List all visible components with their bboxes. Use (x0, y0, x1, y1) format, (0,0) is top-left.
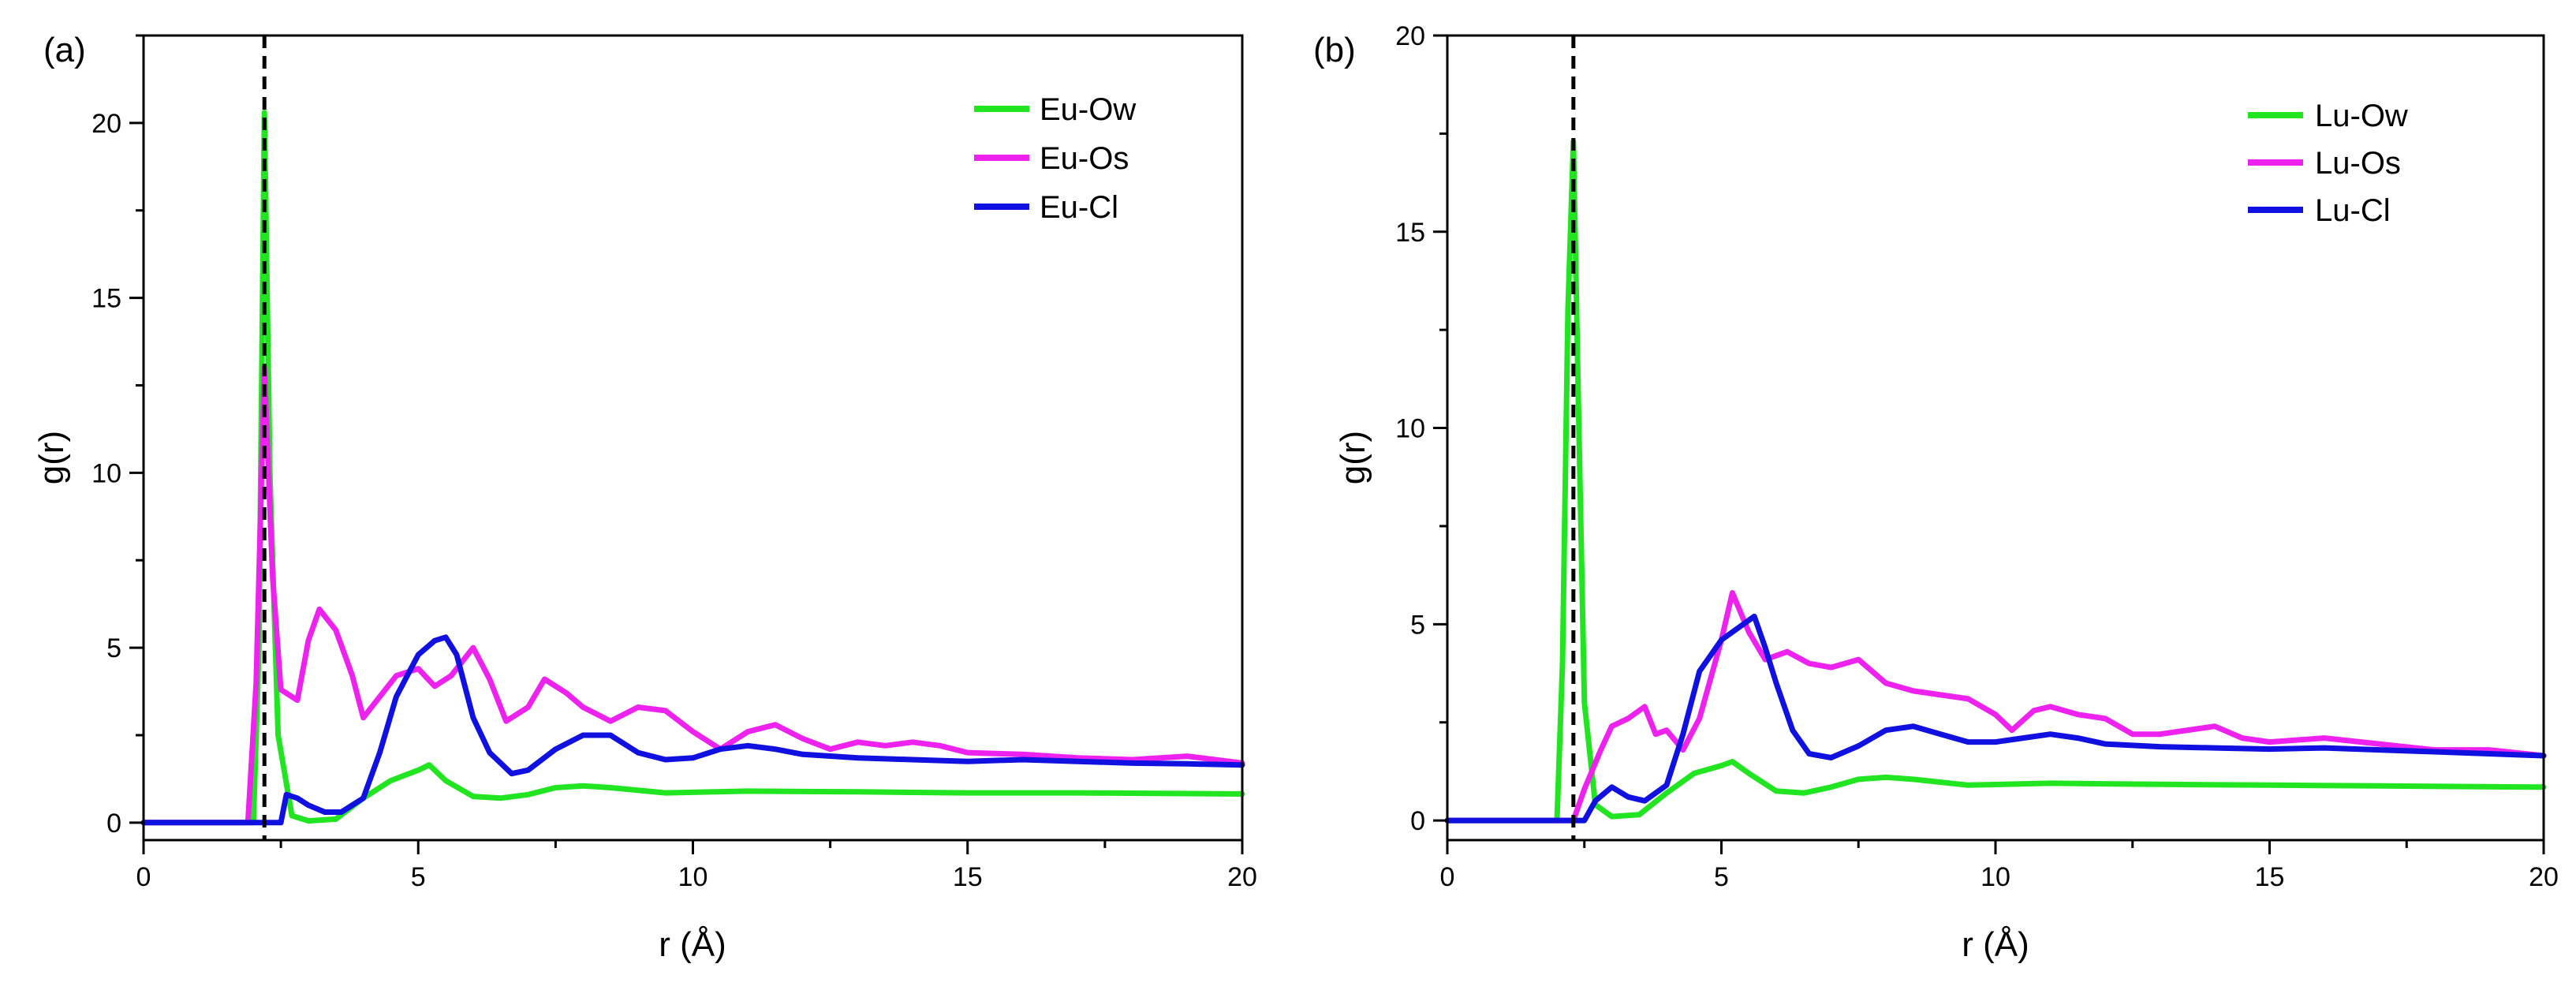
panel-a-legend-entry-3: Eu-Cl (974, 190, 1118, 225)
panel-a-label: (a) (43, 31, 86, 69)
panel-b-y-axis-label: g(r) (1334, 431, 1372, 484)
panel-a-x-tick-label: 20 (1227, 862, 1257, 892)
panel-a-y-ticks: 0 5 10 15 20 (91, 34, 144, 839)
panel-b-label: (b) (1313, 31, 1356, 69)
panel-b-x-tick-label: 10 (1981, 862, 2010, 892)
panel-b-y-tick-label: 15 (1395, 218, 1425, 248)
panel-b-series-lu-os-line (1444, 590, 2547, 824)
panel-a-series-lines (140, 110, 1245, 826)
panel-b-legend-label-2: Lu-Os (2315, 146, 2401, 181)
panel-b-legend-label-1: Lu-Ow (2315, 99, 2408, 133)
panel-b-legend-entry-1: Lu-Ow (2248, 99, 2408, 133)
panel-b-x-tick-label: 5 (1714, 862, 1729, 892)
panel-b-legend: Lu-Ow Lu-Os Lu-Cl (2248, 99, 2408, 228)
panel-b-legend-entry-2: Lu-Os (2248, 146, 2401, 181)
panel-a-y-tick-label: 5 (106, 633, 121, 663)
panel-a-legend-entry-2: Eu-Os (974, 141, 1129, 176)
panel-b-series-lines (1444, 138, 2547, 824)
panel-a-y-tick-label: 0 (106, 809, 121, 839)
panel-b-y-tick-label: 5 (1410, 610, 1425, 640)
panel-b-y-tick-label: 10 (1395, 414, 1425, 444)
panel-a-legend-label-3: Eu-Cl (1040, 190, 1118, 225)
panel-a-series-eu-cl-line (140, 634, 1245, 826)
panel-b-y-tick-label: 0 (1410, 806, 1425, 836)
panel-a-x-tick-label: 15 (953, 862, 983, 892)
panel-b-y-tick-label: 20 (1395, 21, 1425, 51)
panel-a-y-tick-label: 10 (91, 458, 121, 488)
panel-b-x-axis-label: r (Å) (1962, 925, 2029, 964)
panel-a-x-tick-label: 5 (411, 862, 426, 892)
panel-a-y-axis-label: g(r) (32, 431, 71, 484)
panel-b-x-tick-label: 15 (2255, 862, 2285, 892)
panel-b-y-ticks: 0 5 10 15 20 (1395, 21, 1447, 836)
panel-a-y-tick-label: 20 (91, 109, 121, 139)
panel-b: (b) g(r) r (Å) 0 5 10 15 20 0 5 10 15 20 Lu-Ow L… (1313, 21, 2559, 964)
panel-b-x-tick-label: 0 (1440, 862, 1455, 892)
panel-a-legend-label-1: Eu-Ow (1040, 92, 1136, 127)
panel-a: (a) g(r) r (Å) 0 5 10 15 20 0 5 10 15 20 Eu-Ow E… (32, 31, 1257, 964)
panel-b-x-ticks: 0 5 10 15 20 (1440, 840, 2559, 892)
panel-b-legend-label-3: Lu-Cl (2315, 193, 2391, 228)
panel-a-series-eu-os-line (140, 364, 1245, 826)
panel-a-y-tick-label: 15 (91, 284, 121, 314)
panel-b-series-lu-cl-line (1444, 613, 2547, 824)
panel-a-legend: Eu-Ow Eu-Os Eu-Cl (974, 92, 1136, 225)
panel-b-legend-entry-3: Lu-Cl (2248, 193, 2391, 228)
panel-a-legend-entry-1: Eu-Ow (974, 92, 1136, 127)
panel-a-legend-label-2: Eu-Os (1040, 141, 1129, 176)
panel-a-x-tick-label: 10 (678, 862, 708, 892)
panel-a-x-tick-label: 0 (136, 862, 151, 892)
panel-a-x-ticks: 0 5 10 15 20 (136, 840, 1257, 892)
panel-b-series-lu-ow-line (1444, 138, 2547, 824)
panel-a-x-axis-label: r (Å) (659, 925, 726, 964)
panel-b-x-tick-label: 20 (2529, 862, 2559, 892)
